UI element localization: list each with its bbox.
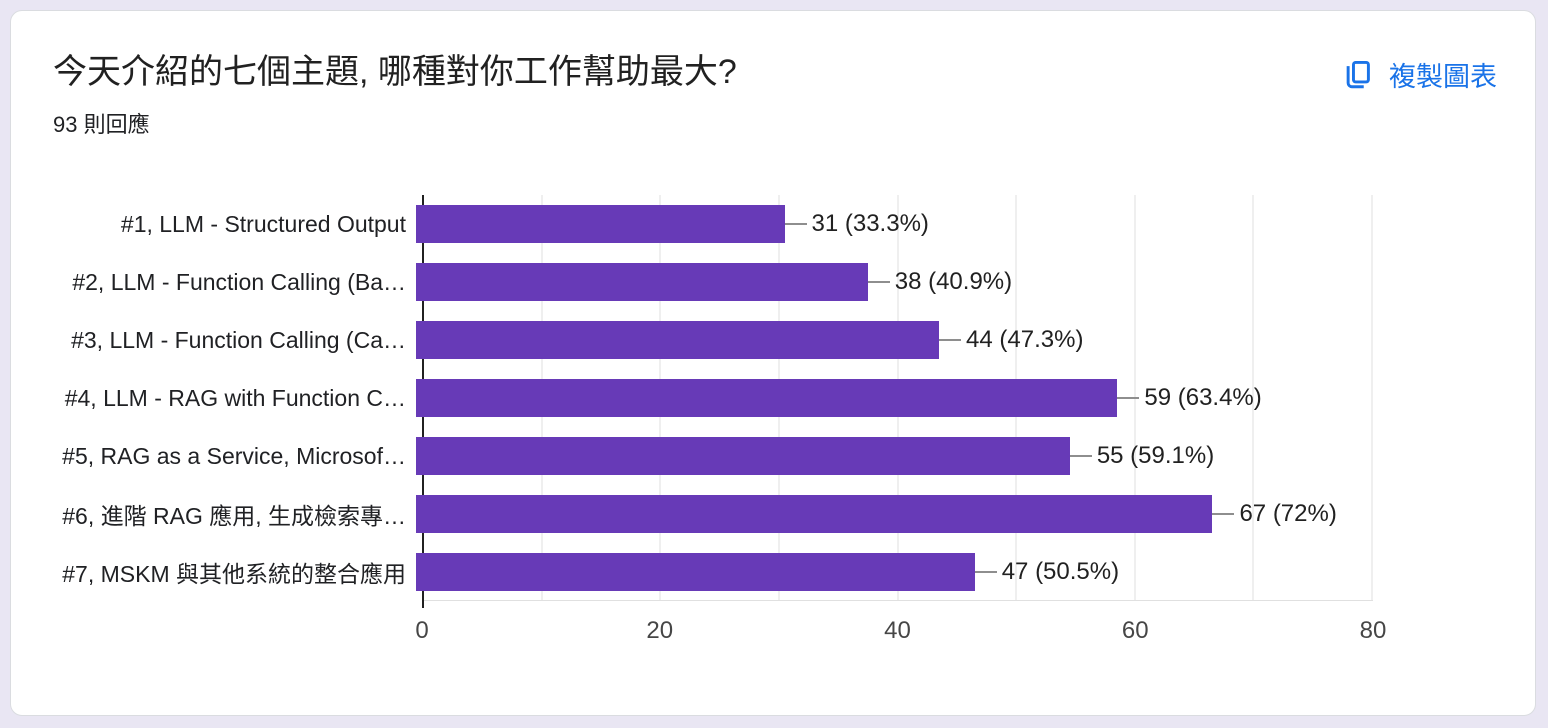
category-label: #2, LLM - Function Calling (Ba… bbox=[72, 268, 406, 295]
chart-card: 今天介紹的七個主題, 哪種對你工作幫助最大? 93 則回應 複製圖表 #1, L… bbox=[10, 10, 1536, 716]
bar-track: 55 (59.1%) bbox=[416, 437, 1367, 475]
chart-row: #1, LLM - Structured Output 31 (33.3%) bbox=[11, 195, 1535, 253]
x-axis: 0 20 40 60 80 bbox=[415, 601, 1386, 653]
value-label: 38 (40.9%) bbox=[894, 268, 1013, 295]
value-label: 59 (63.4%) bbox=[1144, 384, 1262, 411]
bar bbox=[416, 321, 940, 359]
chart-row: #3, LLM - Function Calling (Ca… 44 (47.3… bbox=[11, 311, 1535, 369]
value-label: 44 (47.3%) bbox=[966, 326, 1084, 353]
leader-line bbox=[784, 223, 807, 225]
bar bbox=[416, 495, 1213, 533]
chart-row: #7, MSKM 與其他系統的整合應用 47 (50.5%) bbox=[11, 543, 1535, 601]
category-label: #1, LLM - Structured Output bbox=[120, 210, 406, 237]
bar-chart: #1, LLM - Structured Output 31 (33.3%) #… bbox=[11, 195, 1535, 644]
value-label: 67 (72%) bbox=[1239, 500, 1337, 527]
question-title: 今天介紹的七個主題, 哪種對你工作幫助最大? bbox=[53, 53, 737, 91]
leader-line bbox=[1117, 397, 1140, 399]
value-label: 55 (59.1%) bbox=[1096, 442, 1215, 469]
bar-track: 67 (72%) bbox=[416, 495, 1367, 533]
chart-rows: #1, LLM - Structured Output 31 (33.3%) #… bbox=[11, 195, 1535, 601]
copy-chart-label: 複製圖表 bbox=[1389, 62, 1497, 92]
x-tick-label: 40 bbox=[884, 617, 911, 644]
bar bbox=[416, 553, 975, 591]
copy-chart-button[interactable]: 複製圖表 bbox=[1342, 55, 1497, 94]
leader-line bbox=[1069, 455, 1092, 457]
chart-row: #6, 進階 RAG 應用, 生成檢索專… 67 (72%) bbox=[11, 485, 1535, 543]
bar-track: 47 (50.5%) bbox=[416, 553, 1367, 591]
x-tick-label: 60 bbox=[1121, 617, 1149, 644]
category-label: #7, MSKM 與其他系統的整合應用 bbox=[62, 561, 406, 587]
leader-line bbox=[1212, 513, 1235, 515]
bar bbox=[416, 379, 1118, 417]
bar-track: 38 (40.9%) bbox=[416, 263, 1367, 301]
chart-row: #5, RAG as a Service, Microsof… 55 (59.1… bbox=[11, 427, 1535, 485]
copy-icon bbox=[1342, 59, 1374, 91]
x-tick-label: 80 bbox=[1359, 617, 1387, 644]
leader-line bbox=[867, 281, 890, 283]
leader-line bbox=[939, 339, 962, 341]
chart-row: #4, LLM - RAG with Function C… 59 (63.4%… bbox=[11, 369, 1535, 427]
bar-track: 44 (47.3%) bbox=[416, 321, 1367, 359]
bar bbox=[416, 263, 868, 301]
category-label: #3, LLM - Function Calling (Ca… bbox=[71, 326, 406, 353]
leader-line bbox=[974, 571, 997, 573]
category-label: #5, RAG as a Service, Microsof… bbox=[62, 442, 406, 469]
category-label: #6, 進階 RAG 應用, 生成檢索專… bbox=[62, 503, 406, 529]
bar-track: 31 (33.3%) bbox=[416, 205, 1367, 243]
x-tick-label: 0 bbox=[415, 617, 429, 644]
category-label: #4, LLM - RAG with Function C… bbox=[64, 384, 406, 411]
bar-track: 59 (63.4%) bbox=[416, 379, 1367, 417]
value-label: 31 (33.3%) bbox=[811, 210, 929, 237]
chart-row: #2, LLM - Function Calling (Ba… 38 (40.9… bbox=[11, 253, 1535, 311]
bar bbox=[416, 437, 1070, 475]
x-tick-label: 20 bbox=[646, 617, 674, 644]
response-count: 93 則回應 bbox=[53, 112, 150, 137]
value-label: 47 (50.5%) bbox=[1001, 558, 1120, 585]
bar bbox=[416, 205, 785, 243]
